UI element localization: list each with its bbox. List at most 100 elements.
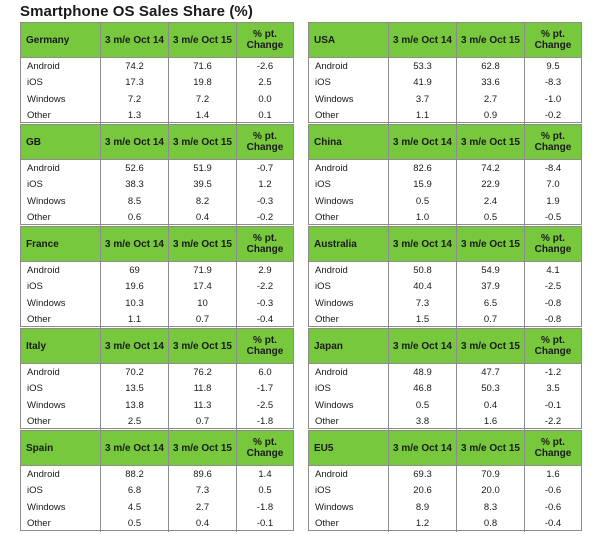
os-name-cell: Android (21, 466, 101, 483)
change-value: -0.8 (544, 297, 562, 309)
period2-value: 33.6 (457, 74, 525, 91)
table-row: iOS 20.6 20.0 -0.6 (309, 482, 581, 499)
os-name-cell: Other (309, 515, 389, 532)
period2-value: 50.3 (457, 380, 525, 397)
period1-value: 38.3 (101, 176, 169, 193)
table-row: iOS 19.6 17.4 -2.2 (21, 278, 293, 295)
period1-value: 74.2 (101, 58, 169, 75)
period1-value: 40.4 (389, 278, 457, 295)
period1-value: 10.3 (101, 295, 169, 312)
table-row: iOS 46.8 50.3 3.5 (309, 380, 581, 397)
period2-value: 2.7 (169, 499, 237, 516)
period2-value: 1.6 (457, 413, 525, 430)
os-name-cell: Windows (21, 193, 101, 210)
table-row: Other 1.2 0.8 -0.4 (309, 515, 581, 532)
period2-value: 0.8 (457, 515, 525, 532)
region-table: USA 3 m/e Oct 14 3 m/e Oct 15 % pt. Change A… (308, 22, 582, 124)
table-row: Windows 0.5 2.4 1.9 (309, 193, 581, 210)
change-value: 1.4 (258, 468, 272, 480)
period2-value: 0.7 (169, 311, 237, 328)
period2-value: 71.9 (169, 262, 237, 279)
period2-header: 3 m/e Oct 15 (169, 227, 237, 261)
change-header: % pt. Change (534, 131, 572, 153)
table-row: Other 2.5 0.7 -1.8 (21, 413, 293, 430)
table-row: Windows 4.5 2.7 -1.8 (21, 499, 293, 516)
period1-value: 1.3 (101, 107, 169, 124)
period2-value: 51.9 (169, 160, 237, 177)
region-table: Spain 3 m/e Oct 14 3 m/e Oct 15 % pt. Chang… (20, 430, 294, 532)
table-row: iOS 38.3 39.5 1.2 (21, 176, 293, 193)
period1-value: 4.5 (101, 499, 169, 516)
table-header: Spain 3 m/e Oct 14 3 m/e Oct 15 % pt. Chang… (21, 431, 293, 466)
period2-value: 70.9 (457, 466, 525, 483)
os-name-cell: Android (21, 58, 101, 75)
change-value: 7.0 (546, 179, 560, 191)
table-row: Android 48.9 47.7 -1.2 (309, 364, 581, 381)
table-header: GB 3 m/e Oct 14 3 m/e Oct 15 % pt. Change (21, 125, 293, 160)
table-row: iOS 6.8 7.3 0.5 (21, 482, 293, 499)
table-row: Android 82.6 74.2 -8.4 (309, 160, 581, 177)
os-name-cell: iOS (309, 176, 389, 193)
period1-value: 0.5 (101, 515, 169, 532)
change-value: -1.7 (256, 383, 274, 395)
os-name-cell: iOS (21, 482, 101, 499)
period1-value: 53.3 (389, 58, 457, 75)
period2-value: 0.5 (457, 209, 525, 226)
period2-header: 3 m/e Oct 15 (457, 23, 525, 57)
period1-value: 82.6 (389, 160, 457, 177)
period1-value: 15.9 (389, 176, 457, 193)
table-row: Android 88.2 89.6 1.4 (21, 466, 293, 483)
change-value: 1.6 (546, 468, 560, 480)
os-name-cell: Windows (309, 397, 389, 414)
os-name-cell: Android (309, 364, 389, 381)
table-row: iOS 17.3 19.8 2.5 (21, 74, 293, 91)
region-name: Australia (309, 227, 389, 261)
region-table: Italy 3 m/e Oct 14 3 m/e Oct 15 % pt. Chang… (20, 328, 294, 430)
table-row: iOS 41.9 33.6 -8.3 (309, 74, 581, 91)
table-row: Android 50.8 54.9 4.1 (309, 262, 581, 279)
period1-value: 1.2 (389, 515, 457, 532)
os-name-cell: Other (21, 311, 101, 328)
os-name-cell: Other (309, 107, 389, 124)
region-name: Spain (21, 431, 101, 465)
os-name-cell: Windows (21, 499, 101, 516)
os-name-cell: Other (21, 107, 101, 124)
period2-value: 2.7 (457, 91, 525, 108)
period2-header: 3 m/e Oct 15 (169, 23, 237, 57)
table-row: Windows 7.2 7.2 0.0 (21, 91, 293, 108)
period2-value: 19.8 (169, 74, 237, 91)
period2-value: 1.4 (169, 107, 237, 124)
table-header: EU5 3 m/e Oct 14 3 m/e Oct 15 % pt. Change (309, 431, 581, 466)
os-name-cell: iOS (309, 74, 389, 91)
period2-value: 17.4 (169, 278, 237, 295)
period2-value: 2.4 (457, 193, 525, 210)
period1-value: 6.8 (101, 482, 169, 499)
period2-header: 3 m/e Oct 15 (457, 125, 525, 159)
os-name-cell: Windows (309, 91, 389, 108)
change-value: -0.7 (256, 162, 274, 174)
change-value: -1.2 (544, 366, 562, 378)
period1-value: 2.5 (101, 413, 169, 430)
table-row: Android 70.2 76.2 6.0 (21, 364, 293, 381)
table-row: iOS 15.9 22.9 7.0 (309, 176, 581, 193)
change-value: -0.2 (256, 212, 274, 224)
period1-value: 1.0 (389, 209, 457, 226)
change-value: -0.1 (544, 399, 562, 411)
change-value: -2.2 (544, 416, 562, 428)
region-name: Italy (21, 329, 101, 363)
period2-header: 3 m/e Oct 15 (457, 431, 525, 465)
region-table: Japan 3 m/e Oct 14 3 m/e Oct 15 % pt. Chang… (308, 328, 582, 430)
period1-value: 88.2 (101, 466, 169, 483)
period1-value: 7.3 (389, 295, 457, 312)
os-name-cell: Windows (21, 397, 101, 414)
period2-value: 8.3 (457, 499, 525, 516)
region-table: Germany 3 m/e Oct 14 3 m/e Oct 15 % pt. Cha… (20, 22, 294, 124)
os-name-cell: Windows (309, 499, 389, 516)
os-name-cell: Android (309, 58, 389, 75)
period2-value: 74.2 (457, 160, 525, 177)
region-name: China (309, 125, 389, 159)
change-value: 4.1 (546, 264, 560, 276)
period2-value: 0.9 (457, 107, 525, 124)
change-value: -1.8 (256, 416, 274, 428)
table-row: Other 1.3 1.4 0.1 (21, 107, 293, 124)
